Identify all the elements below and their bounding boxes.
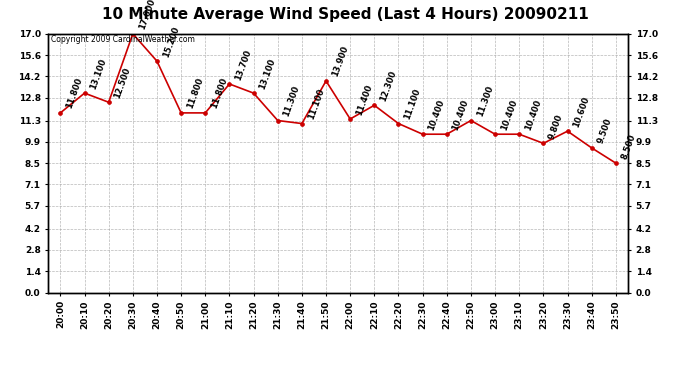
Text: 17.000: 17.000	[137, 0, 157, 31]
Text: 12.300: 12.300	[379, 69, 398, 102]
Text: 13.100: 13.100	[89, 57, 108, 90]
Text: 11.800: 11.800	[210, 77, 229, 110]
Text: 11.300: 11.300	[282, 84, 302, 118]
Text: 13.700: 13.700	[234, 48, 253, 81]
Text: 9.500: 9.500	[596, 117, 613, 145]
Text: 10 Minute Average Wind Speed (Last 4 Hours) 20090211: 10 Minute Average Wind Speed (Last 4 Hou…	[101, 8, 589, 22]
Text: 11.800: 11.800	[65, 77, 84, 110]
Text: 10.400: 10.400	[524, 98, 543, 131]
Text: 9.800: 9.800	[548, 113, 565, 141]
Text: 12.500: 12.500	[113, 66, 132, 99]
Text: 10.600: 10.600	[572, 95, 591, 128]
Text: Copyright 2009 CardinalWeather.com: Copyright 2009 CardinalWeather.com	[51, 35, 195, 44]
Text: 11.100: 11.100	[403, 87, 422, 121]
Text: 10.400: 10.400	[500, 98, 519, 131]
Text: 15.200: 15.200	[161, 25, 181, 58]
Text: 13.100: 13.100	[258, 57, 277, 90]
Text: 8.500: 8.500	[620, 132, 638, 160]
Text: 13.900: 13.900	[331, 45, 350, 78]
Text: 11.100: 11.100	[306, 87, 326, 121]
Text: 10.400: 10.400	[451, 98, 471, 131]
Text: 11.800: 11.800	[186, 77, 205, 110]
Text: 10.400: 10.400	[427, 98, 446, 131]
Text: 11.300: 11.300	[475, 84, 495, 118]
Text: 11.400: 11.400	[355, 83, 374, 116]
